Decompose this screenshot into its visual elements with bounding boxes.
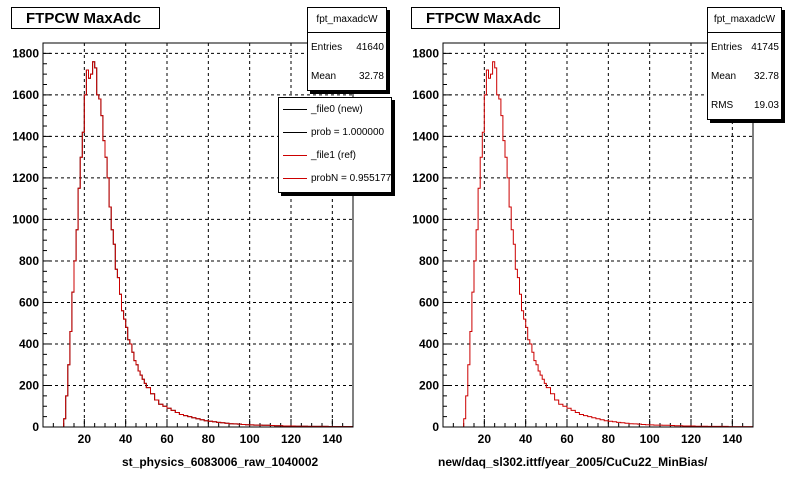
y-tick-label: 1200 (12, 171, 39, 185)
y-tick-label: 600 (419, 295, 439, 309)
legend-line (283, 109, 307, 110)
panel-1-title: FTPCW MaxAdc (11, 7, 160, 29)
x-tick-label: 100 (640, 432, 660, 446)
histogram-series-2-1 (461, 61, 754, 428)
legend-entry-file0: _file0 (new) (279, 98, 391, 121)
x-tick-label: 120 (281, 432, 301, 446)
legend-entry-probn: probN = 0.955177 (279, 167, 391, 190)
plot-frame-2 (442, 42, 754, 428)
x-tick-label: 80 (202, 432, 216, 446)
y-tick-label: 1800 (12, 46, 39, 60)
x-tick-label: 100 (240, 432, 260, 446)
x-tick-label: 40 (519, 432, 533, 446)
stats-entries-row: Entries 41640 (308, 33, 386, 62)
stats-name: fpt_maxadcW (308, 8, 386, 33)
y-tick-label: 600 (19, 295, 39, 309)
legend-label: _file1 (ref) (311, 150, 357, 161)
y-tick-label: 1400 (412, 129, 439, 143)
legend-entry-prob: prob = 1.000000 (279, 121, 391, 144)
x-tick-label: 80 (602, 432, 616, 446)
stats-mean-row: Mean 32.78 (708, 62, 781, 91)
stats-entries-label: Entries (311, 42, 343, 53)
x-tick-label: 120 (681, 432, 701, 446)
legend-line (283, 178, 307, 179)
legend-label: _file0 (new) (311, 104, 363, 115)
y-tick-label: 1400 (12, 129, 39, 143)
stats-mean-value: 32.78 (753, 71, 779, 82)
panel-2-title: FTPCW MaxAdc (411, 7, 560, 29)
y-tick-label: 200 (419, 378, 439, 392)
y-tick-label: 800 (19, 254, 39, 268)
plot-frame-1 (42, 42, 354, 428)
legend-line (283, 155, 307, 156)
x-tick-label: 60 (560, 432, 574, 446)
histogram-series-1-2 (61, 61, 354, 428)
legend-line (283, 132, 307, 133)
x-tick-label: 40 (119, 432, 133, 446)
y-tick-label: 200 (19, 378, 39, 392)
y-tick-label: 1600 (412, 88, 439, 102)
y-tick-label: 1000 (412, 212, 439, 226)
y-tick-label: 1800 (412, 46, 439, 60)
stats-mean-label: Mean (311, 71, 337, 82)
stats-rms-row: RMS 19.03 (708, 91, 781, 119)
panel-2-x-caption: new/daq_sl302.ittf/year_2005/CuCu22_MinB… (438, 455, 708, 469)
stats-mean-value: 32.78 (358, 71, 384, 82)
panel-2-stats-box: fpt_maxadcW Entries 41745 Mean 32.78 RMS… (707, 7, 782, 120)
stats-mean-row: Mean 32.78 (308, 62, 386, 90)
stats-rms-value: 19.03 (753, 100, 779, 111)
x-tick-label: 140 (722, 432, 742, 446)
x-tick-label: 20 (78, 432, 92, 446)
x-tick-label: 140 (322, 432, 342, 446)
stats-entries-value: 41745 (751, 42, 779, 53)
y-tick-label: 0 (432, 420, 439, 434)
stats-entries-label: Entries (711, 42, 743, 53)
y-tick-label: 400 (419, 337, 439, 351)
legend-label: prob = 1.000000 (311, 127, 385, 138)
stats-name: fpt_maxadcW (708, 8, 781, 33)
y-tick-label: 1000 (12, 212, 39, 226)
stats-entries-row: Entries 41745 (708, 33, 781, 62)
y-tick-label: 1600 (12, 88, 39, 102)
stats-entries-value: 41640 (356, 42, 384, 53)
stats-rms-label: RMS (711, 100, 734, 111)
plot-area-2 (443, 43, 753, 427)
panel-1-x-caption: st_physics_6083006_raw_1040002 (122, 455, 319, 469)
panel-1-stats-box: fpt_maxadcW Entries 41640 Mean 32.78 (307, 7, 387, 91)
x-tick-label: 20 (478, 432, 492, 446)
panel-1-legend: _file0 (new) prob = 1.000000 _file1 (ref… (278, 97, 392, 193)
stats-mean-label: Mean (711, 71, 737, 82)
y-tick-label: 0 (32, 420, 39, 434)
legend-entry-file1: _file1 (ref) (279, 144, 391, 167)
y-tick-label: 800 (419, 254, 439, 268)
y-tick-label: 400 (19, 337, 39, 351)
legend-label: probN = 0.955177 (311, 173, 392, 184)
y-tick-label: 1200 (412, 171, 439, 185)
x-tick-label: 60 (160, 432, 174, 446)
